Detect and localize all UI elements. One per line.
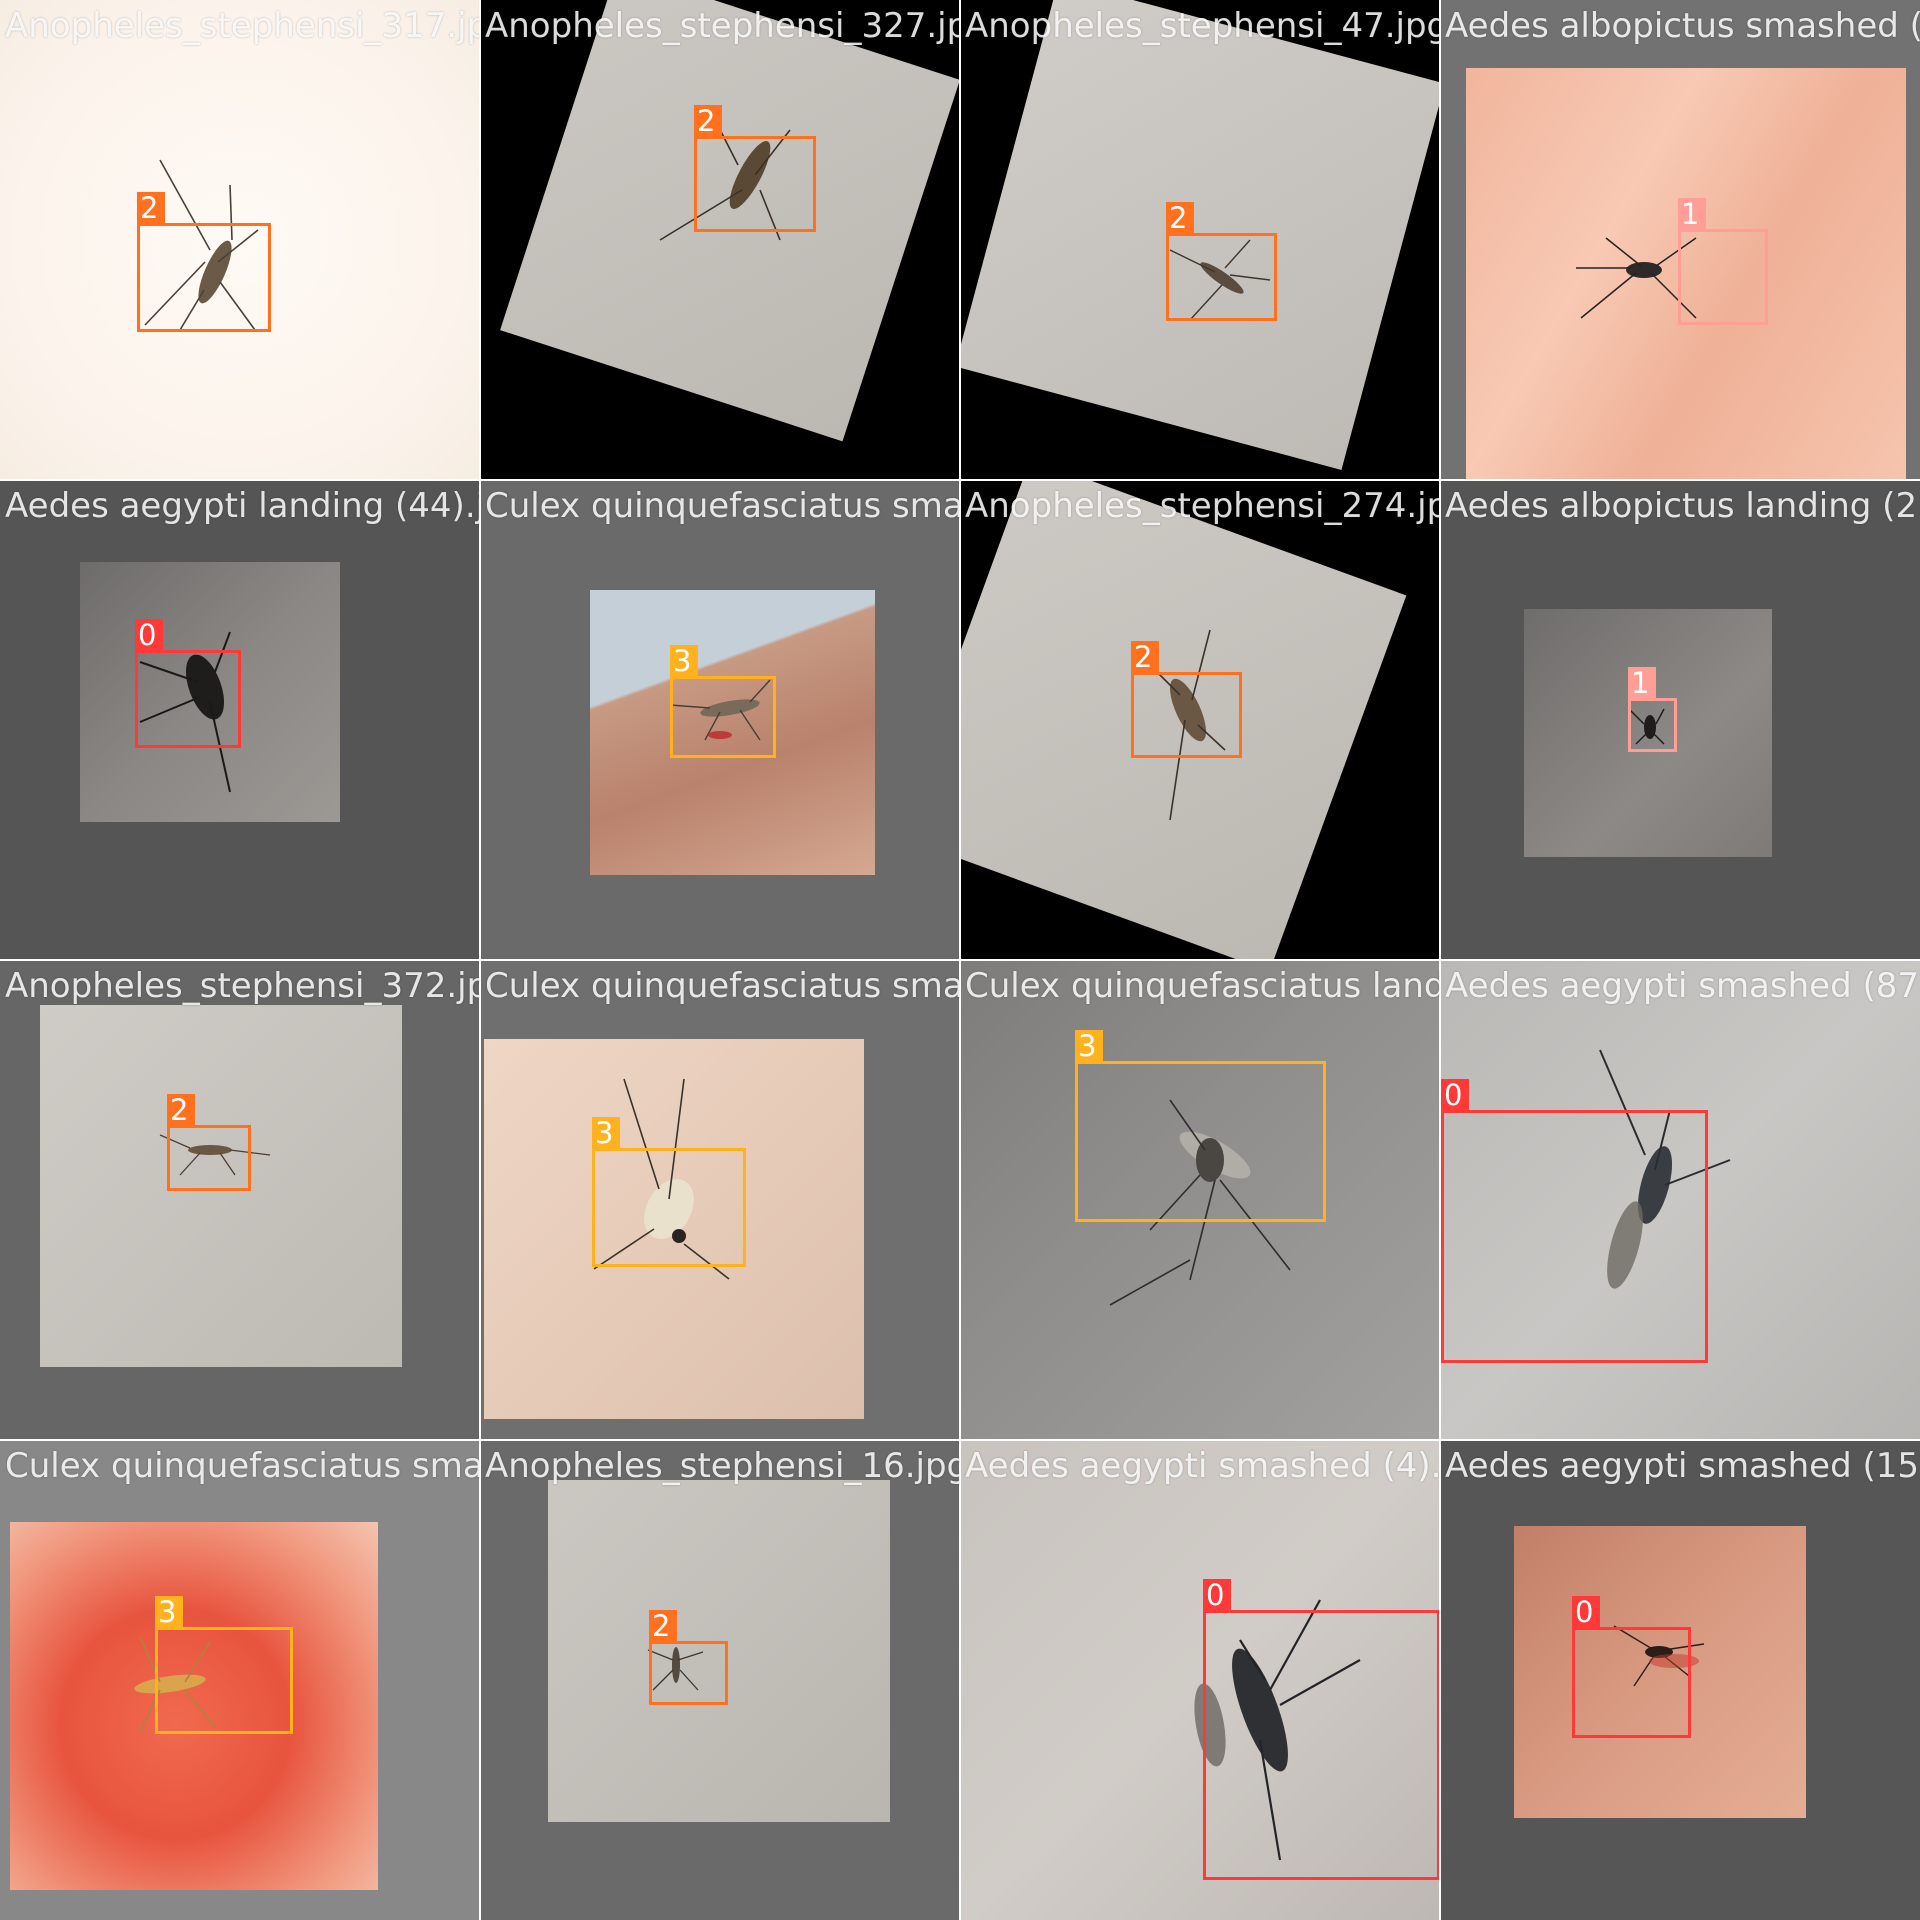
image-filename: Aedes albopictus landing (2	[1445, 486, 1917, 526]
mosquito-photo: 3	[590, 590, 875, 875]
mosaic-tile: 3 Culex quinquefasciatus smashed (115).j…	[0, 1440, 480, 1920]
bounding-box: 3	[155, 1627, 293, 1734]
grid-divider	[0, 479, 1920, 481]
mosquito-photo: 2	[548, 1480, 890, 1822]
bounding-box: 0	[135, 650, 241, 748]
image-filename: Aedes albopictus smashed (	[1445, 6, 1920, 46]
class-label: 2	[649, 1610, 677, 1642]
mosaic-tile: 2 Anopheles_stephensi_327.jpg	[480, 0, 960, 480]
class-label: 2	[1131, 641, 1159, 673]
class-label: 2	[1166, 202, 1194, 234]
mosaic-tile: 0 Aedes aegypti smashed (15	[1440, 1440, 1920, 1920]
mosaic-tile: 2 Anopheles_stephensi_47.jpg	[960, 0, 1440, 480]
class-label: 2	[694, 105, 722, 137]
image-filename: Anopheles_stephensi_274.jpg	[965, 486, 1440, 526]
class-label: 1	[1628, 667, 1656, 699]
class-label: 0	[1441, 1079, 1469, 1111]
class-label: 2	[137, 192, 165, 224]
image-filename: Anopheles_stephensi_327.jpg	[485, 6, 960, 46]
mosquito-photo: 2	[40, 1005, 402, 1367]
class-label: 1	[1678, 198, 1706, 230]
grid-divider	[0, 1439, 1920, 1441]
mosquito-photo: 0	[80, 562, 340, 822]
mosquito-photo: 3	[484, 1039, 864, 1419]
bounding-box: 1	[1678, 229, 1768, 325]
image-filename: Culex quinquefasciatus smashed (38).jpg	[485, 966, 960, 1006]
image-filename: Culex quinquefasciatus smashed (98).jpg	[485, 486, 960, 526]
bounding-box: 2	[649, 1641, 728, 1705]
mosaic-tile: 0 Aedes aegypti smashed (87	[1440, 960, 1920, 1440]
bounding-box: 3	[1075, 1061, 1326, 1222]
image-filename: Aedes aegypti smashed (15	[1445, 1446, 1919, 1486]
bounding-box: 2	[694, 136, 816, 232]
mosaic-tile: 0 Aedes aegypti smashed (4).jpg	[960, 1440, 1440, 1920]
bounding-box: 2	[137, 223, 271, 332]
mosaic-tile: 2 Anopheles_stephensi_317.jpg	[0, 0, 480, 480]
class-label: 2	[167, 1094, 195, 1126]
image-filename: Anopheles_stephensi_16.jpg	[485, 1446, 960, 1486]
image-filename: Aedes aegypti smashed (4).jpg	[965, 1446, 1440, 1486]
image-filename: Anopheles_stephensi_47.jpg	[965, 6, 1440, 46]
class-label: 3	[155, 1596, 183, 1628]
bounding-box: 0	[1203, 1610, 1440, 1880]
bounding-box: 2	[167, 1125, 251, 1191]
image-filename: Anopheles_stephensi_317.jpg	[5, 6, 480, 46]
mosaic-tile: 2 Anopheles_stephensi_274.jpg	[960, 480, 1440, 960]
class-label: 3	[1075, 1030, 1103, 1062]
class-label: 0	[135, 619, 163, 651]
image-filename: Culex quinquefasciatus smashed (115).jpg	[5, 1446, 480, 1486]
bounding-box: 1	[1628, 698, 1677, 752]
mosquito-photo: 0	[960, 1440, 1440, 1920]
class-label: 3	[592, 1117, 620, 1149]
bounding-box: 2	[1166, 233, 1277, 321]
image-filename: Aedes aegypti landing (44).jpg	[5, 486, 480, 526]
grid-divider	[0, 959, 1920, 961]
mosaic-tile: 0 Aedes aegypti landing (44).jpg	[0, 480, 480, 960]
mosaic-tile: 3 Culex quinquefasciatus landing (110).j…	[960, 960, 1440, 1440]
mosquito-icon	[480, 0, 960, 480]
image-filename: Culex quinquefasciatus landing (110).jpg	[965, 966, 1440, 1006]
class-label: 3	[670, 645, 698, 677]
mosquito-photo: 1	[1466, 68, 1906, 480]
mosquito-photo: 1	[1524, 609, 1772, 857]
mosaic-tile: 1 Aedes albopictus landing (2	[1440, 480, 1920, 960]
mosquito-photo: 0	[1514, 1526, 1806, 1818]
mosquito-photo: 3	[960, 960, 1440, 1440]
bounding-box: 3	[670, 676, 776, 758]
mosquito-photo: 3	[10, 1522, 378, 1890]
mosquito-photo: 0	[1440, 960, 1920, 1440]
bounding-box: 3	[592, 1148, 746, 1267]
mosaic-tile: 3 Culex quinquefasciatus smashed (38).jp…	[480, 960, 960, 1440]
bounding-box: 0	[1572, 1627, 1691, 1738]
image-filename: Aedes aegypti smashed (87	[1445, 966, 1919, 1006]
bounding-box: 2	[1131, 672, 1242, 758]
mosquito-photo: 2	[0, 0, 480, 480]
class-label: 0	[1572, 1596, 1600, 1628]
mosaic-tile: 3 Culex quinquefasciatus smashed (98).jp…	[480, 480, 960, 960]
mosaic-tile: 2 Anopheles_stephensi_16.jpg	[480, 1440, 960, 1920]
class-label: 0	[1203, 1579, 1231, 1611]
image-filename: Anopheles_stephensi_372.jpg	[5, 966, 480, 1006]
bounding-box: 0	[1441, 1110, 1708, 1363]
mosaic-tile: 2 Anopheles_stephensi_372.jpg	[0, 960, 480, 1440]
mosaic-tile: 1 Aedes albopictus smashed (	[1440, 0, 1920, 480]
